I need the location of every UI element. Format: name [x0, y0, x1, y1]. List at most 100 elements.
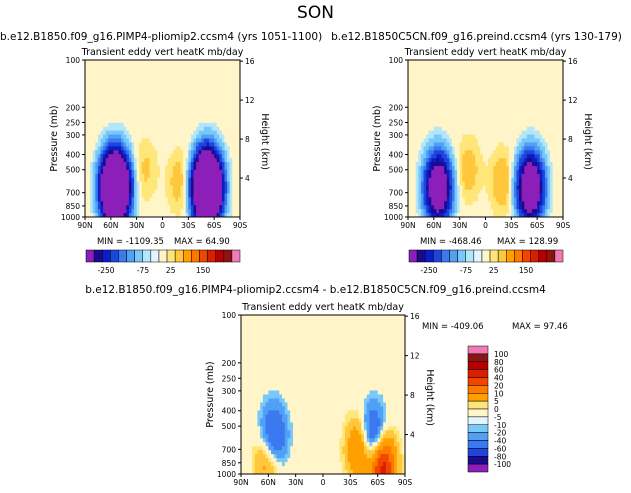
top-left-cell [131, 197, 135, 202]
top-right-cell [526, 150, 530, 155]
top-right-cell [537, 162, 541, 167]
top-left-cell [190, 103, 194, 108]
top-left-cell [193, 158, 197, 163]
top-left-cell [170, 79, 174, 84]
top-left-cell [232, 111, 236, 116]
top-left-cell [134, 158, 138, 163]
top-left-cell [206, 173, 210, 179]
top-left-cell [209, 177, 212, 183]
top-right-cell [485, 165, 489, 171]
top-right-cell [498, 165, 502, 171]
top-right-title: b.e12.B1850C5CN.f09_g16.preind.ccsm4 (yr… [331, 31, 622, 43]
top-right-cell [408, 126, 411, 132]
top-right-cell [501, 181, 504, 187]
top-right-cell [467, 165, 471, 171]
top-left-cell [193, 150, 197, 155]
bottom-diff-max-label: MAX = 97.46 [512, 322, 568, 332]
top-right-cell [488, 213, 492, 218]
top-left-cell [180, 146, 184, 151]
top-left-cell [100, 63, 104, 69]
top-right-cell [482, 99, 486, 104]
top-right-cell [482, 75, 486, 81]
top-left-cell [165, 154, 169, 159]
top-left-cell [152, 87, 156, 92]
top-left-cell [196, 95, 200, 100]
top-left-cell [136, 146, 140, 151]
top-right-cell [550, 181, 554, 187]
top-left-cell [103, 95, 107, 100]
top-right-cell [426, 177, 430, 183]
top-right-cell [542, 67, 546, 73]
top-left-cell [149, 142, 153, 147]
bottom-diff-cell [243, 315, 247, 320]
top-left-cell [128, 197, 132, 202]
top-right-cell [537, 111, 541, 116]
top-left-cell [123, 205, 127, 210]
top-left-cell [165, 146, 169, 151]
top-left-cell [219, 185, 223, 190]
top-left-cell [128, 79, 132, 84]
top-left-cell [203, 63, 207, 69]
top-right-cell [444, 185, 448, 190]
top-left-cell [188, 122, 192, 128]
top-right-cell [446, 107, 450, 112]
top-left-cell [157, 99, 161, 104]
top-left-cell [224, 189, 228, 194]
top-left-cell [141, 150, 145, 155]
top-right-cell [521, 79, 525, 84]
top-left-cell [201, 197, 205, 202]
top-left-cell [193, 83, 197, 88]
top-right-cell [555, 87, 559, 92]
top-right-cell [431, 193, 435, 198]
top-left-cell [167, 99, 171, 104]
top-right-cell [408, 99, 411, 104]
top-right-cell [477, 209, 481, 214]
top-right-cell [537, 134, 541, 139]
top-right-cell [519, 91, 523, 96]
top-right-cell [408, 162, 411, 167]
top-right-cell [475, 79, 479, 84]
top-left-cell [237, 126, 241, 132]
top-left-cell [188, 83, 192, 88]
top-right-cell [420, 185, 424, 190]
top-right-cell [537, 158, 541, 163]
top-left-cell [154, 189, 158, 194]
top-right-cell [451, 173, 455, 179]
top-right-cell [423, 177, 427, 183]
top-right-cell [415, 103, 419, 108]
top-right-cell [475, 118, 479, 124]
top-left-cell [232, 99, 236, 104]
top-left-cell [92, 165, 96, 171]
top-left-cell [219, 107, 223, 112]
top-left-cell [178, 91, 181, 96]
top-left-cell [136, 205, 140, 210]
top-left-cell [221, 126, 225, 132]
top-right-cell [480, 181, 484, 187]
top-right-cell [457, 99, 461, 104]
top-right-cell [493, 134, 497, 139]
top-right-cell [436, 201, 440, 206]
top-right-cell [408, 181, 411, 187]
top-left-cell [198, 87, 202, 92]
top-right-cell [428, 60, 432, 65]
top-left-cell [85, 71, 88, 77]
top-right-cell [446, 162, 450, 167]
top-left-cell [229, 181, 233, 187]
top-right-cell [446, 63, 450, 69]
top-left-cell [188, 181, 192, 187]
top-right-cell [446, 99, 450, 104]
top-left-cell [136, 118, 140, 124]
top-right-cell [451, 201, 455, 206]
top-right-cell [532, 95, 535, 100]
top-right-cell [501, 142, 504, 147]
top-left-cell [100, 158, 104, 163]
top-right-cell [428, 111, 432, 116]
top-left-cell [100, 181, 104, 187]
top-left-cell [105, 111, 109, 116]
top-right-cell [475, 197, 479, 202]
top-left-x-tick-label: 90N [77, 221, 92, 230]
top-right-cell [506, 193, 510, 198]
top-right-cell [524, 111, 528, 116]
top-left-cell [229, 126, 233, 132]
top-left-cell [128, 205, 132, 210]
